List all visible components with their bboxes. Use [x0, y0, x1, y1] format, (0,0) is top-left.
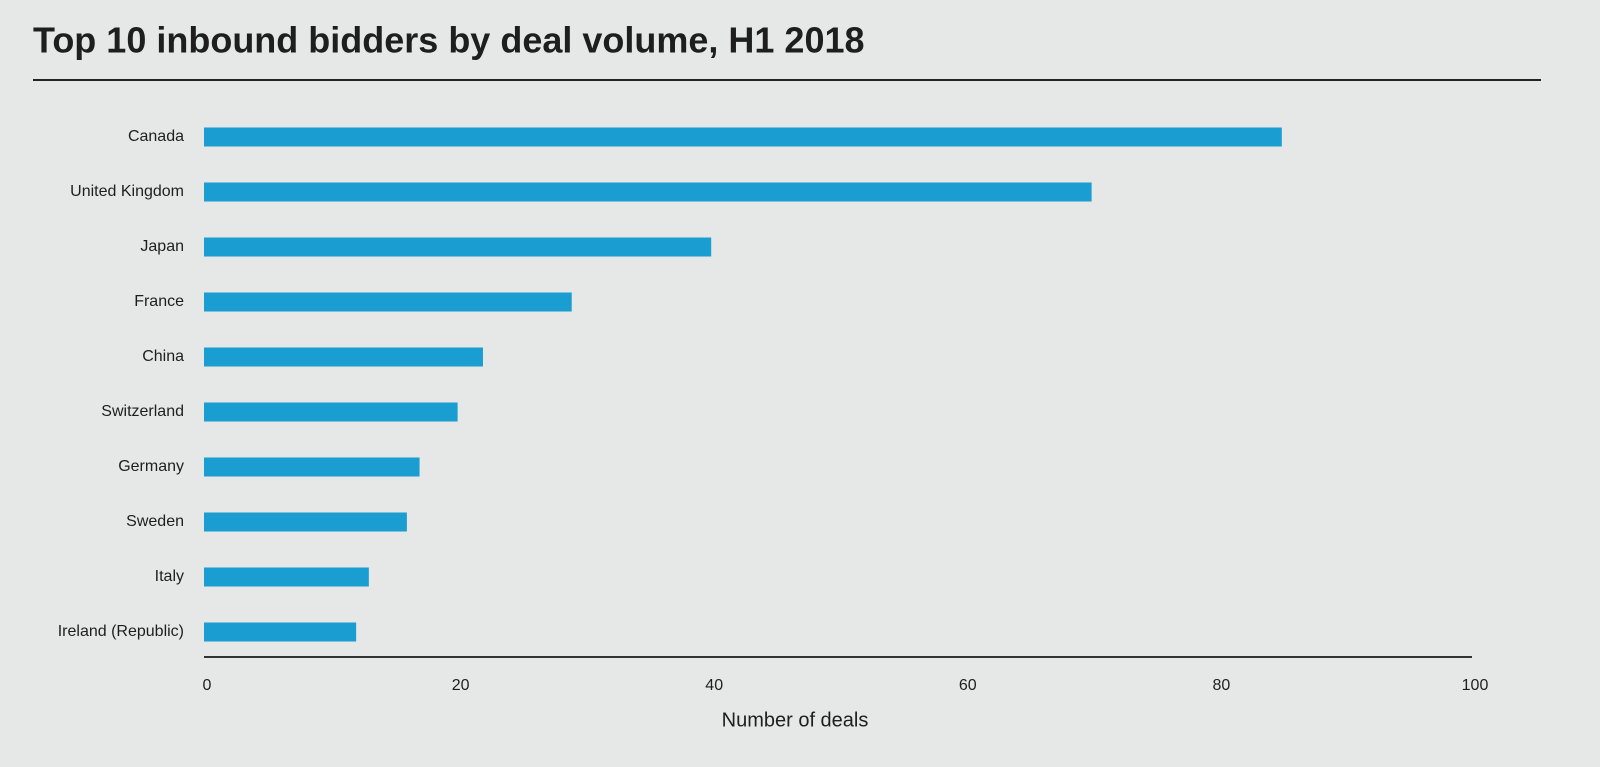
bar [204, 512, 407, 532]
bar [204, 457, 420, 477]
y-tick-label: United Kingdom [70, 183, 184, 200]
y-tick-label: Switzerland [101, 403, 184, 420]
bar [204, 127, 1282, 147]
x-tick-label: 0 [203, 677, 212, 694]
bar [204, 292, 572, 312]
y-tick-label: Ireland (Republic) [58, 623, 184, 640]
y-tick-label: China [142, 348, 184, 365]
y-tick-label: France [134, 293, 184, 310]
y-tick-label: Germany [118, 458, 184, 475]
bar [204, 237, 712, 257]
bar [204, 402, 458, 422]
bar [204, 567, 369, 587]
x-tick-label: 40 [705, 677, 723, 694]
chart-title: Top 10 inbound bidders by deal volume, H… [33, 20, 865, 61]
x-tick-label: 20 [452, 677, 470, 694]
y-tick-label: Canada [128, 128, 184, 145]
y-tick-label: Italy [155, 568, 184, 585]
y-tick-label: Japan [140, 238, 184, 255]
y-tick-label: Sweden [126, 513, 184, 530]
x-tick-label: 80 [1213, 677, 1231, 694]
x-tick-label: 60 [959, 677, 977, 694]
x-axis-title: Number of deals [722, 709, 869, 731]
x-tick-label: 100 [1462, 677, 1489, 694]
bar [204, 622, 357, 642]
bar [204, 347, 483, 367]
bar [204, 182, 1092, 202]
